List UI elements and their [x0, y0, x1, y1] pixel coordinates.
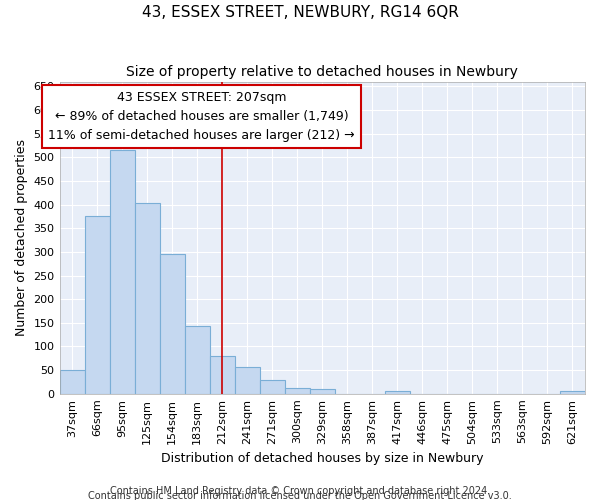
Bar — [209, 356, 235, 394]
Bar — [59, 370, 85, 394]
Text: Contains HM Land Registry data © Crown copyright and database right 2024.: Contains HM Land Registry data © Crown c… — [110, 486, 490, 496]
Bar — [235, 367, 260, 394]
Text: 43, ESSEX STREET, NEWBURY, RG14 6QR: 43, ESSEX STREET, NEWBURY, RG14 6QR — [142, 5, 458, 20]
Title: Size of property relative to detached houses in Newbury: Size of property relative to detached ho… — [127, 65, 518, 79]
Bar — [260, 380, 285, 394]
Text: Contains public sector information licensed under the Open Government Licence v3: Contains public sector information licen… — [88, 491, 512, 500]
Bar — [310, 389, 335, 394]
X-axis label: Distribution of detached houses by size in Newbury: Distribution of detached houses by size … — [161, 452, 484, 465]
Bar — [160, 254, 185, 394]
Bar — [285, 388, 310, 394]
Bar — [560, 392, 585, 394]
Bar — [85, 216, 110, 394]
Bar — [110, 150, 134, 394]
Text: 43 ESSEX STREET: 207sqm
← 89% of detached houses are smaller (1,749)
11% of semi: 43 ESSEX STREET: 207sqm ← 89% of detache… — [48, 91, 355, 142]
Y-axis label: Number of detached properties: Number of detached properties — [15, 139, 28, 336]
Bar — [185, 326, 209, 394]
Bar — [385, 392, 410, 394]
Bar — [134, 203, 160, 394]
